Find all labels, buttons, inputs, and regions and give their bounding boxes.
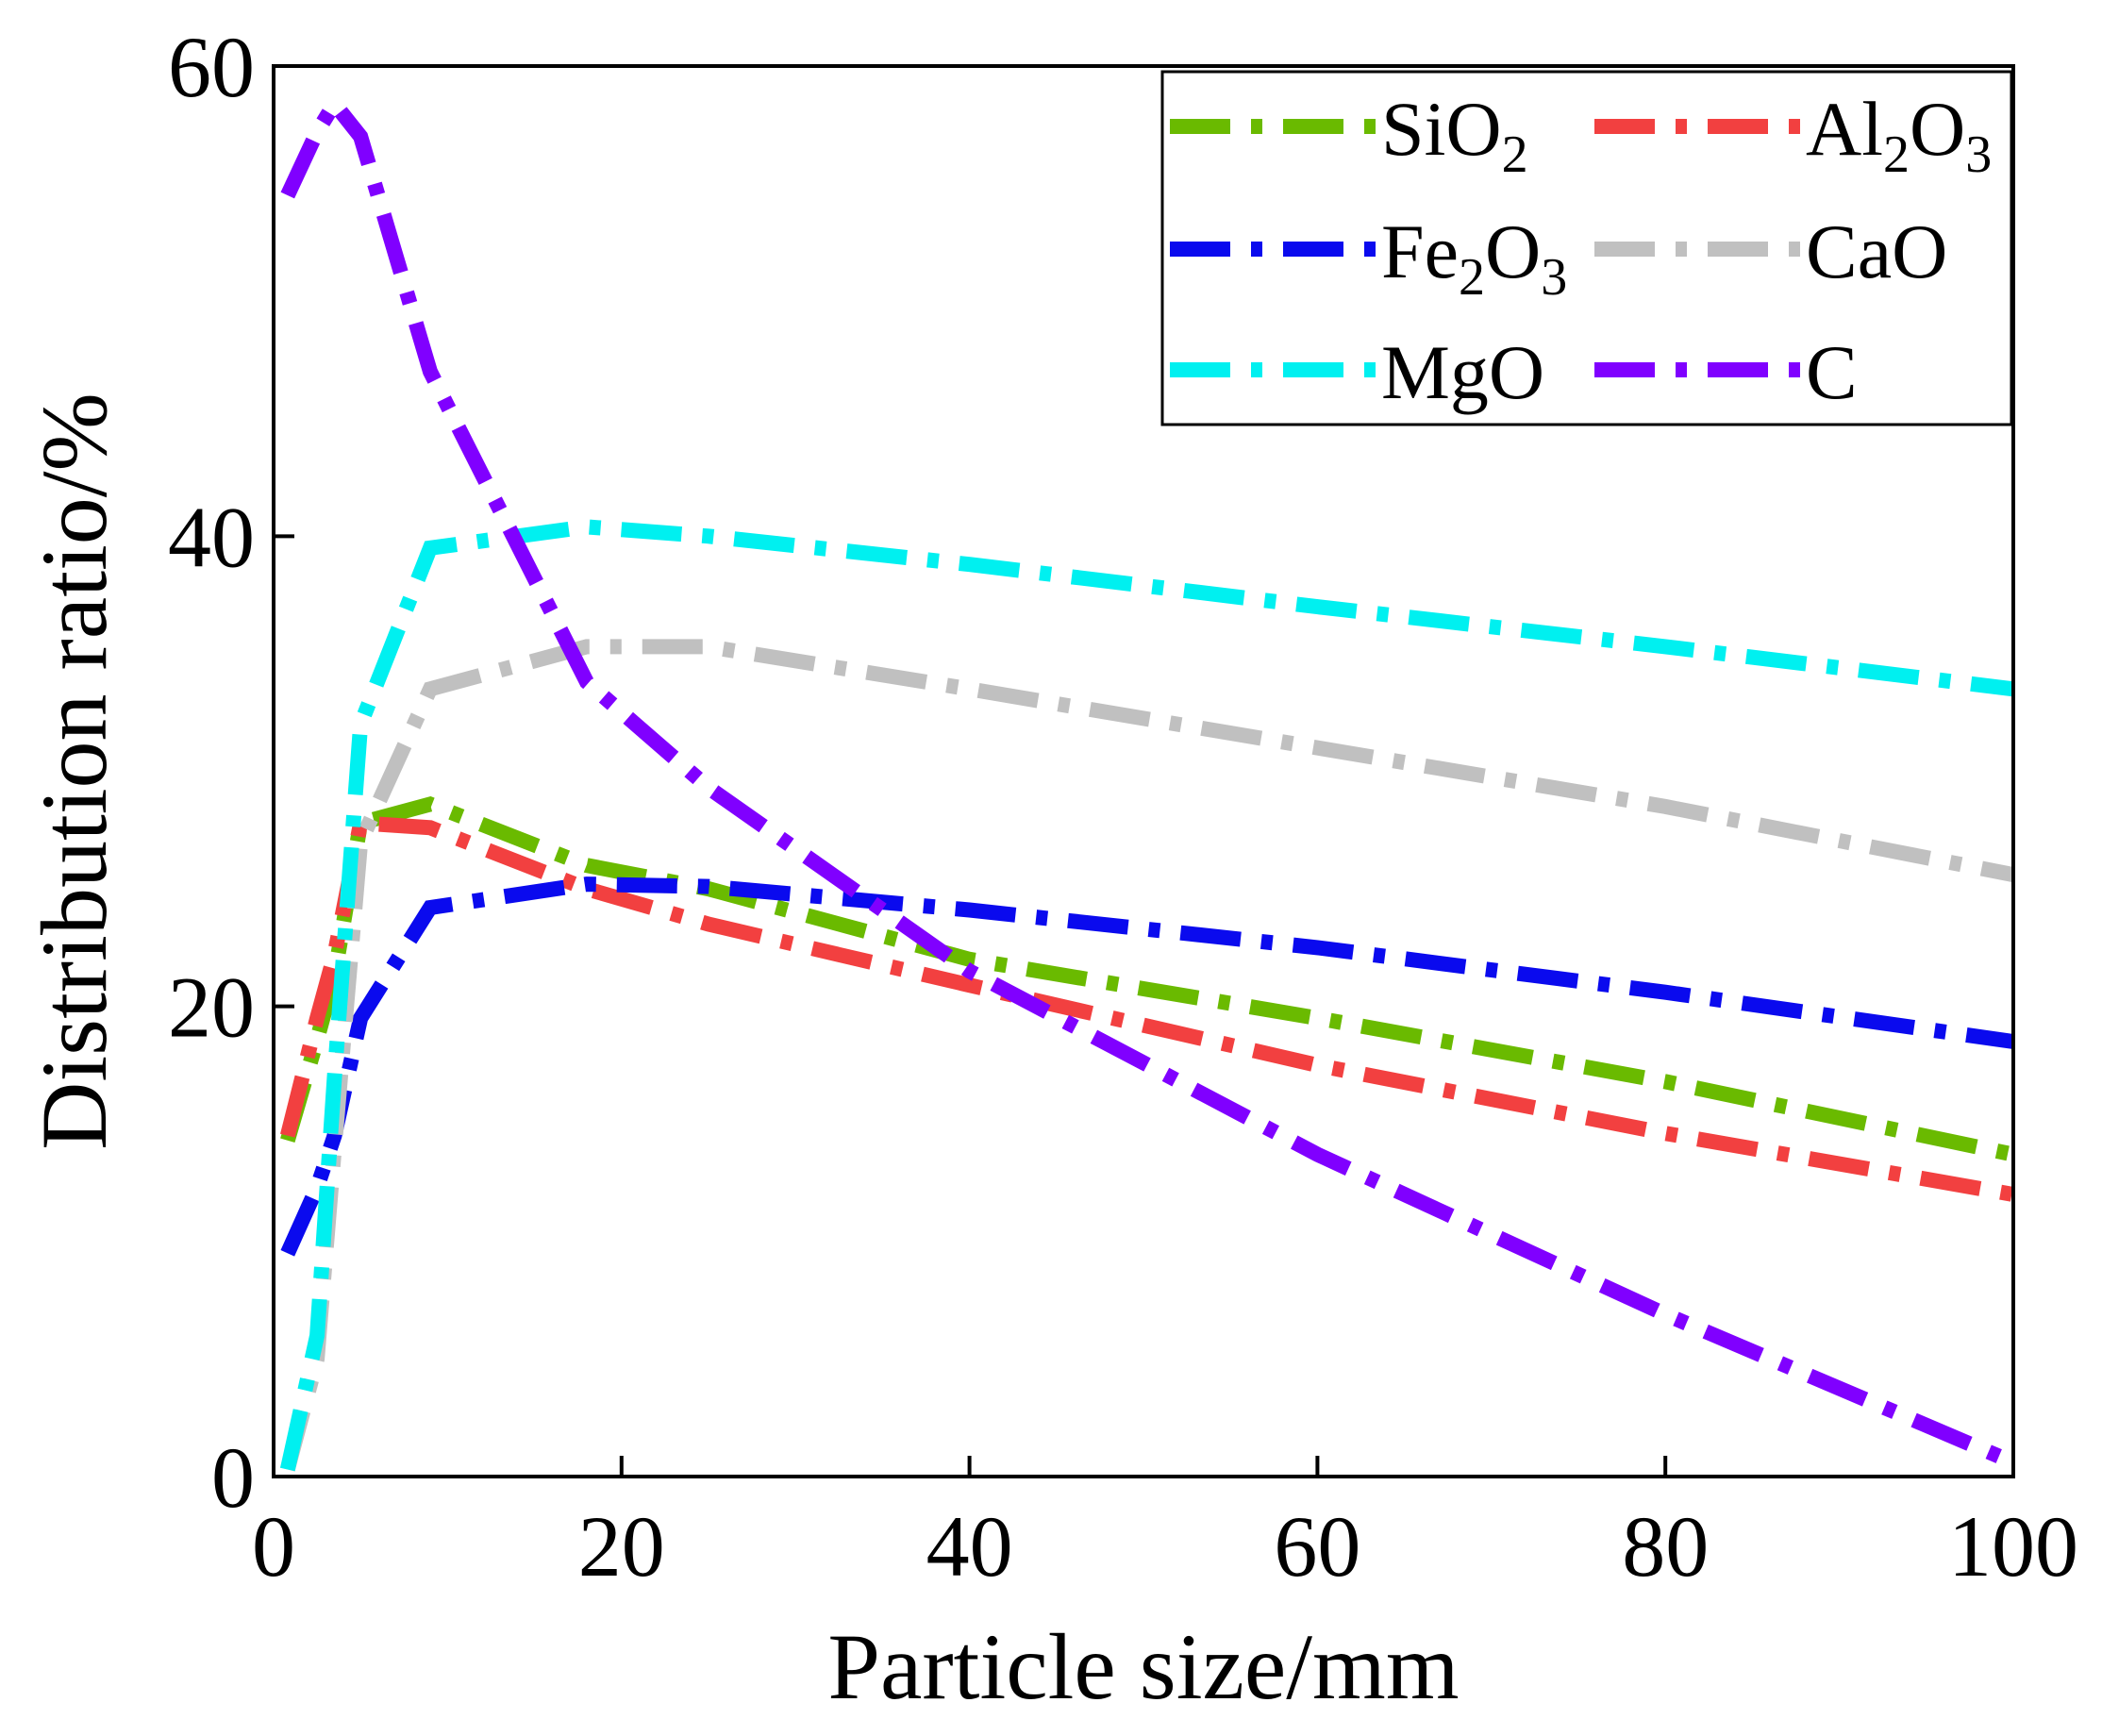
x-tick-label: 0 <box>252 1498 295 1594</box>
x-tick-label: 80 <box>1622 1498 1709 1594</box>
x-tick-label: 40 <box>926 1498 1013 1594</box>
legend-label-c: C <box>1806 329 1858 415</box>
plot-frame <box>272 64 2015 1478</box>
series-layer <box>279 90 2017 1472</box>
legend-label-cao: CaO <box>1806 209 1947 294</box>
ticks-layer: 0 20 40 60 80 100 0 20 40 60 <box>168 19 2078 1594</box>
x-axis-title: Particle size/mm <box>827 1614 1459 1719</box>
legend-label-sio2: SiO2 <box>1381 86 1528 184</box>
x-tick-label: 20 <box>578 1498 665 1594</box>
y-tick-label: 60 <box>168 19 255 115</box>
series-line-al2o3 <box>280 814 2015 1202</box>
legend-label-fe2o3: Fe2O3 <box>1381 209 1567 307</box>
legend-label-mgo: MgO <box>1381 329 1544 415</box>
series-line-fe2o3 <box>280 876 2015 1257</box>
series-line-c <box>280 90 2017 1470</box>
y-tick-label: 0 <box>211 1429 255 1526</box>
legend-label-al2o3: Al2O3 <box>1806 86 1992 184</box>
x-tick-label: 60 <box>1274 1498 1360 1594</box>
series-line-mgo <box>279 519 2014 1472</box>
legend: SiO2 Al2O3 Fe2O3 CaO MgO C <box>1160 70 2013 426</box>
y-tick-label: 20 <box>168 960 255 1056</box>
x-tick-label: 100 <box>1948 1498 2078 1594</box>
y-tick-label: 40 <box>168 489 255 585</box>
y-axis-title: Distribution ratio/% <box>22 392 126 1150</box>
